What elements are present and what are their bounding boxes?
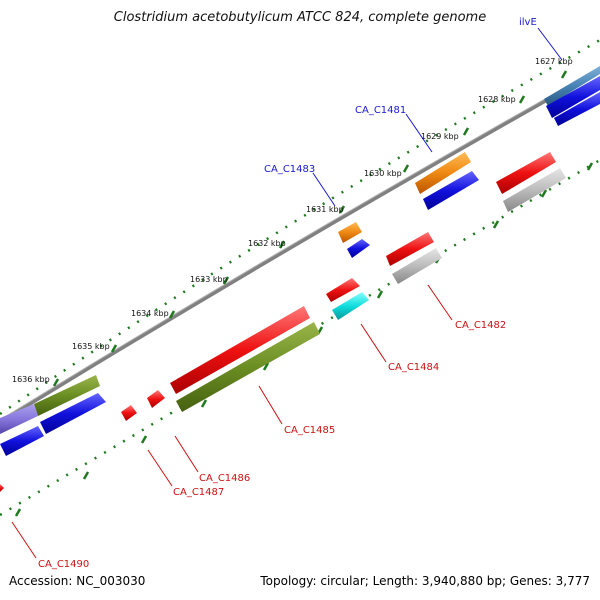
feature-red-ca-c1482[interactable]: [386, 232, 434, 266]
gene-label-ilve[interactable]: ilvE: [519, 17, 537, 28]
feature-cyan-ca-c1484[interactable]: [332, 292, 369, 320]
feature-gray-ca-c1482[interactable]: [392, 248, 442, 284]
inner-ruler: [0, 158, 600, 517]
feature-blue-left[interactable]: [0, 393, 106, 456]
genome-backbone-highlight: [0, 67, 600, 421]
feature-red-ca-c1486[interactable]: [147, 390, 165, 408]
gene-label-ca-c1483[interactable]: CA_C1483: [264, 164, 315, 175]
tick-label-1630: 1630 kbp: [364, 169, 402, 178]
feature-blue-ca-c1483[interactable]: [347, 239, 370, 258]
gene-label-ca-c1484[interactable]: CA_C1484: [388, 362, 439, 373]
feature-orange-ca-c1483[interactable]: [338, 222, 362, 243]
genome-backbone: [0, 68, 600, 424]
gene-label-ca-c1482[interactable]: CA_C1482: [455, 320, 506, 331]
feature-red-ca-c1485[interactable]: [170, 306, 310, 394]
feature-blue-top-right[interactable]: [546, 76, 600, 126]
tick-label-1633: 1633 kbp: [190, 275, 228, 284]
outer-ruler: [0, 38, 600, 416]
genome-summary-text: Topology: circular; Length: 3,940,880 bp…: [260, 574, 590, 588]
feature-olive-outer[interactable]: [34, 375, 100, 416]
tick-label-1636: 1636 kbp: [12, 375, 50, 384]
map-title: Clostridium acetobutylicum ATCC 824, com…: [113, 10, 487, 25]
tick-label-1631: 1631 kbp: [306, 205, 344, 214]
feature-red-ca-c1487[interactable]: [121, 405, 137, 421]
tick-label-1629: 1629 kbp: [421, 132, 459, 141]
feature-steel-ilve[interactable]: [544, 66, 600, 106]
feature-olive-ca-c1485[interactable]: [176, 322, 320, 412]
tick-label-1627: 1627 kbp: [535, 57, 573, 66]
feature-blue-ca-c1481[interactable]: [423, 171, 479, 210]
label-leaders: [11, 27, 563, 559]
gene-label-ca-c1487[interactable]: CA_C1487: [173, 487, 224, 498]
tick-label-1632: 1632 kbp: [248, 239, 286, 248]
gene-label-ca-c1486[interactable]: CA_C1486: [199, 473, 250, 484]
feature-red-right[interactable]: [496, 152, 556, 194]
feature-gray-right[interactable]: [503, 168, 566, 212]
tick-label-1628: 1628 kbp: [478, 95, 516, 104]
tick-label-1635: 1635 kbp: [72, 342, 110, 351]
tick-label-1634: 1634 kbp: [131, 309, 169, 318]
outer-major-ticks: [52, 70, 568, 387]
feature-red-ca-c1490[interactable]: [0, 484, 4, 492]
feature-red-ca-c1484[interactable]: [326, 278, 360, 302]
feature-lavender-outer[interactable]: [0, 404, 38, 434]
feature-orange-ca-c1481[interactable]: [415, 152, 471, 194]
gene-label-ca-c1481[interactable]: CA_C1481: [355, 105, 406, 116]
accession-text: Accession: NC_003030: [9, 574, 146, 588]
gene-label-ca-c1485[interactable]: CA_C1485: [284, 425, 335, 436]
gene-label-ca-c1490[interactable]: CA_C1490: [38, 559, 89, 570]
